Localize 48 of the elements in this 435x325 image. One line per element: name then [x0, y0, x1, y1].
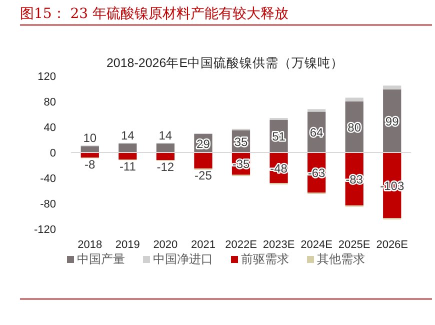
data-label: 80	[348, 120, 362, 134]
bar	[118, 144, 137, 152]
data-label: -48	[270, 161, 288, 176]
bar	[307, 109, 326, 112]
x-tick-label: 2019	[115, 239, 140, 251]
x-tick-label: 2022E	[225, 239, 257, 251]
bar	[118, 152, 137, 160]
y-tick-label: 120	[38, 71, 56, 83]
data-label: 99	[385, 114, 400, 128]
legend-label: 中国产量	[77, 252, 125, 266]
bar	[156, 152, 175, 160]
x-tick-label: 2023E	[262, 239, 295, 251]
data-label: -12	[156, 160, 174, 174]
bar	[345, 98, 364, 102]
bar	[156, 144, 175, 152]
y-tick-label: 80	[44, 96, 56, 108]
bar	[80, 146, 99, 152]
data-label: -25	[194, 168, 212, 182]
data-label: -83	[346, 172, 364, 186]
data-label: 35	[234, 134, 248, 149]
legend-label: 其他需求	[317, 252, 365, 266]
bar	[383, 86, 402, 90]
data-label: 64	[310, 126, 324, 140]
y-tick-label: -40	[40, 173, 56, 185]
data-label: 51	[272, 130, 286, 144]
x-tick-label: 2024E	[300, 239, 332, 251]
y-tick-label: -120	[34, 224, 56, 236]
data-label: 10	[83, 131, 97, 146]
legend-label: 中国净进口	[153, 252, 213, 266]
chart-subtitle: 2018-2026年E中国硫酸镍供需（万镍吨）	[106, 56, 344, 70]
legend-label: 前驱需求	[241, 252, 289, 266]
data-label: -11	[119, 160, 136, 174]
data-label: 29	[196, 136, 210, 151]
bar	[194, 152, 212, 168]
x-tick-label: 2020	[153, 239, 178, 251]
x-tick-label: 2026E	[376, 239, 408, 251]
data-label: 14	[158, 128, 172, 143]
y-tick-label: -80	[40, 198, 56, 210]
x-tick-label: 2025E	[338, 239, 370, 251]
data-label: 14	[120, 128, 135, 143]
x-tick-label: 2021	[190, 239, 216, 251]
y-tick-label: 0	[50, 148, 56, 160]
data-label: -35	[232, 157, 250, 172]
x-tick-label: 2018	[78, 239, 102, 251]
chart-title: 图15： 23 年硫酸镍原材料产能有较大释放	[20, 6, 289, 22]
data-label: -8	[84, 158, 96, 172]
data-label: -63	[308, 166, 326, 180]
y-tick-label: 40	[44, 122, 56, 134]
